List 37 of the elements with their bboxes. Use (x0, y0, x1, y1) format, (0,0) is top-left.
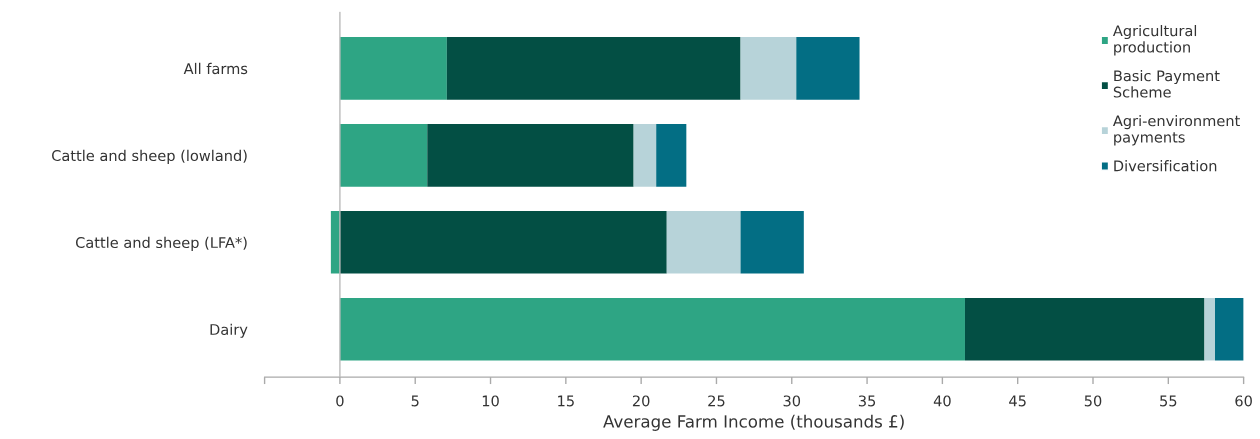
y-tick-label: Dairy (210, 323, 248, 338)
x-tick-label: 20 (632, 395, 650, 407)
bar (339, 124, 428, 187)
y-tick-label: All farms (183, 62, 248, 75)
bar (339, 37, 447, 100)
bar (666, 211, 741, 274)
x-tick-label: 50 (1084, 395, 1102, 407)
y-tick-label: Cattle and sheep (LFA*) (75, 236, 247, 251)
x-tick-label: 60 (1235, 395, 1252, 407)
bar (796, 37, 860, 100)
bar (427, 124, 634, 187)
x-tick-label: 35 (858, 395, 876, 407)
bar (633, 124, 657, 187)
y-tick-label: Cattle and sheep (lowland) (52, 149, 247, 164)
x-axis-title: Average Farm Income (thousands £) (603, 414, 904, 431)
legend-label: Agricultural production (1112, 24, 1197, 56)
legend-label: Diversification (1114, 160, 1217, 172)
x-tick-label: 30 (783, 395, 801, 407)
bar (446, 37, 741, 100)
bar (1204, 297, 1215, 361)
legend-label: Agri-environment payments (1112, 115, 1240, 146)
bar (740, 211, 804, 274)
x-tick-label: 5 (411, 395, 419, 407)
x-tick-label: 40 (933, 395, 951, 407)
bar (339, 297, 965, 361)
x-tick-label: 55 (1160, 395, 1177, 407)
bar (964, 297, 1205, 361)
legend-label: Basic Payment Scheme (1113, 70, 1220, 98)
x-tick-label: 25 (708, 395, 725, 407)
x-tick-label: 0 (336, 395, 344, 407)
x-tick-label: 15 (558, 395, 574, 407)
x-tick-label: 45 (1009, 395, 1026, 407)
bar (740, 37, 797, 100)
bar (656, 124, 687, 187)
x-tick-label: 10 (482, 395, 499, 407)
bar (339, 211, 667, 274)
bar (1215, 297, 1244, 361)
